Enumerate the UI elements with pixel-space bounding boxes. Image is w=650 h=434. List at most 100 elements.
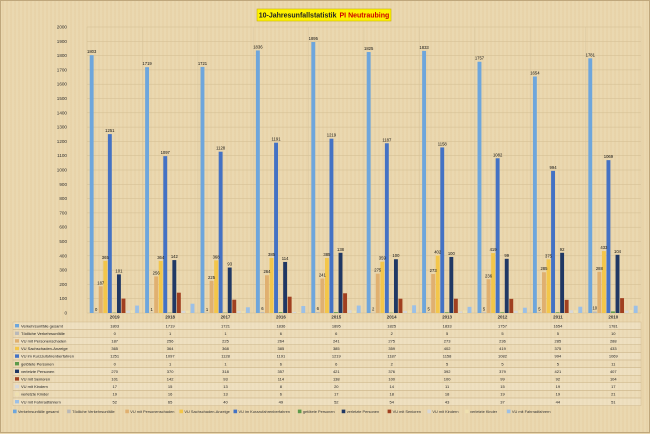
bar xyxy=(440,147,444,313)
data-label: 1654 xyxy=(530,70,540,75)
table-row-label: verletzte Personen xyxy=(21,369,54,374)
bar xyxy=(135,306,139,313)
y-tick-label: 100 xyxy=(59,296,67,301)
bar xyxy=(436,256,440,313)
table-cell: 357 xyxy=(278,369,285,374)
y-tick-label: 1600 xyxy=(57,82,68,87)
data-label: 1825 xyxy=(364,46,374,51)
table-cell: 138 xyxy=(333,377,340,382)
x-tick-label: 2011 xyxy=(553,315,563,320)
y-tick-label: 1800 xyxy=(57,53,68,58)
table-row xyxy=(13,360,641,368)
table-cell: 1082 xyxy=(498,354,508,359)
data-label: 114 xyxy=(282,256,289,261)
y-tick-label: 1500 xyxy=(57,96,68,101)
bar xyxy=(260,312,264,313)
table-cell: 365 xyxy=(111,346,118,351)
table-cell: 101 xyxy=(111,377,118,382)
y-tick-label: 0 xyxy=(64,311,67,316)
table-cell: 100 xyxy=(444,377,451,382)
table-row-label: Verkehrsunfälle gesamt xyxy=(21,323,64,328)
legend-swatch xyxy=(13,410,17,414)
y-tick-label: 1300 xyxy=(57,125,68,130)
table-row-label: VU mit Senioren xyxy=(21,377,50,382)
table-row-swatch xyxy=(15,392,19,395)
bar xyxy=(122,299,126,313)
table-cell: 1719 xyxy=(166,323,176,328)
bar xyxy=(463,310,467,313)
table-cell: 17 xyxy=(334,392,339,397)
table-cell: 15 xyxy=(168,384,173,389)
bar xyxy=(376,274,380,313)
table-cell: 19 xyxy=(556,392,561,397)
table-row-swatch xyxy=(15,362,19,365)
table-cell: 433 xyxy=(610,346,617,351)
data-label: 5 xyxy=(538,306,541,311)
table-cell: 1219 xyxy=(332,354,342,359)
bar xyxy=(108,134,112,313)
bar xyxy=(292,312,296,313)
table-cell: 1825 xyxy=(387,323,397,328)
bar xyxy=(90,55,94,313)
bar xyxy=(533,76,537,313)
bar xyxy=(352,311,356,313)
data-label: 419 xyxy=(490,247,498,252)
bar xyxy=(145,67,149,313)
legend-entry: verletzte Personen xyxy=(347,409,379,414)
table-row xyxy=(13,345,641,353)
x-tick-label: 2010 xyxy=(608,315,618,320)
data-label: 104 xyxy=(614,249,622,254)
y-tick-label: 600 xyxy=(59,225,67,230)
bar xyxy=(334,312,338,313)
data-label: 264 xyxy=(263,269,271,274)
table-cell: 65 xyxy=(168,399,173,404)
data-label: 256 xyxy=(153,270,161,275)
bar xyxy=(270,258,274,313)
table-row-label: VU Sachschaden-Anzeige xyxy=(21,346,68,351)
table-cell: 375 xyxy=(555,346,562,351)
y-tick-label: 1200 xyxy=(57,139,68,144)
data-label: 1191 xyxy=(272,137,282,142)
table-cell: 1654 xyxy=(553,323,563,328)
bar xyxy=(232,300,236,313)
data-label: 100 xyxy=(448,251,456,256)
data-label: 275 xyxy=(374,268,382,273)
table-row-label: getötete Personen xyxy=(21,361,54,366)
table-row xyxy=(13,398,641,406)
table-row xyxy=(13,330,641,338)
legend-swatch xyxy=(125,410,129,414)
table-cell: 359 xyxy=(388,346,395,351)
y-tick-label: 1900 xyxy=(57,39,68,44)
bar xyxy=(201,67,205,313)
data-label: 100 xyxy=(392,253,400,258)
table-row-label: verletzte Kinder xyxy=(21,392,49,397)
table-row-label: VU mit Fahrradfahrern xyxy=(21,399,61,404)
data-label: 187 xyxy=(97,280,105,285)
table-cell: 273 xyxy=(444,339,451,344)
bar xyxy=(427,312,431,313)
data-label: 142 xyxy=(171,254,179,259)
table-cell: 114 xyxy=(278,377,285,382)
bar xyxy=(597,272,601,313)
table-cell: 241 xyxy=(333,339,340,344)
bar xyxy=(316,312,320,313)
data-label: 385 xyxy=(268,252,276,257)
data-label: 6 xyxy=(261,306,264,311)
bar xyxy=(279,312,283,313)
table-cell: 1158 xyxy=(443,354,452,359)
table-cell: 270 xyxy=(111,369,118,374)
table-cell: 20 xyxy=(334,384,339,389)
y-tick-label: 500 xyxy=(59,239,67,244)
data-label: 6 xyxy=(317,306,320,311)
x-tick-label: 2016 xyxy=(276,315,286,320)
bar xyxy=(556,312,560,313)
bar xyxy=(357,306,361,313)
data-label: 1803 xyxy=(87,49,97,54)
table-cell: 379 xyxy=(499,369,506,374)
table-cell: 1833 xyxy=(443,323,453,328)
bar xyxy=(588,58,592,313)
